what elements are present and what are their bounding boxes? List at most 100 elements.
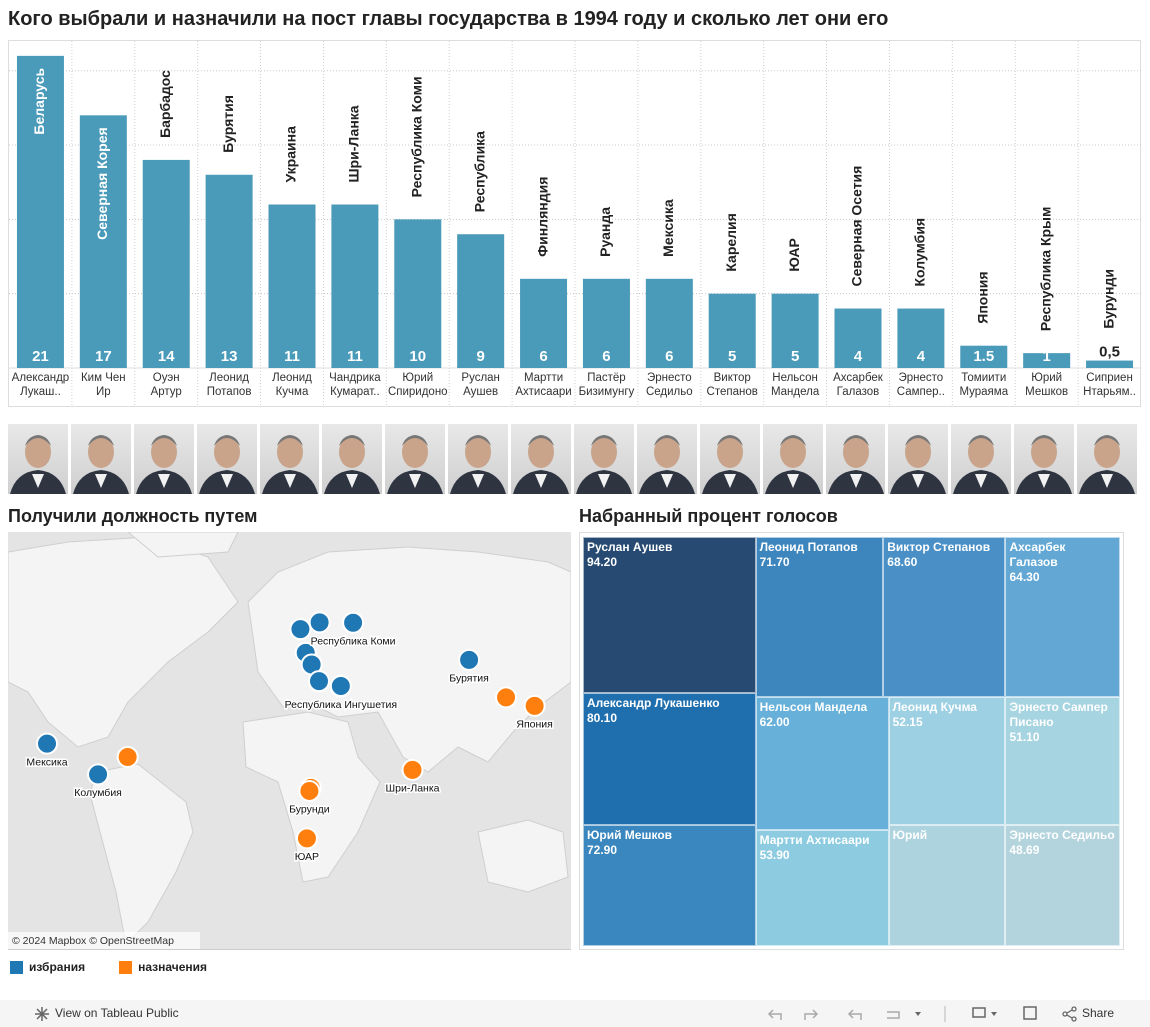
map-label: Япония (516, 719, 552, 731)
bar-label: Бурятия (220, 95, 236, 153)
treemap-value: 64.30 (1009, 570, 1040, 584)
map-point (308, 611, 331, 634)
map-point (495, 686, 518, 709)
portrait (196, 424, 257, 494)
map-label: Республика Коми (311, 636, 396, 648)
x-tick-label: Юрий Мешков (1025, 372, 1069, 398)
treemap-value: 72.90 (587, 843, 618, 858)
treemap-value: 71.70 (759, 555, 790, 569)
map-point (329, 674, 352, 697)
value-label: 10 (409, 348, 426, 365)
portrait-figure (890, 435, 947, 494)
portrait-figure (953, 435, 1010, 494)
treemap-cell: Юрий (888, 824, 1006, 946)
treemap-name: Руслан Аушев (587, 540, 673, 554)
treemap-value: 51.10 (1009, 730, 1040, 745)
treemap-cell: Виктор Степанов 68.60 (883, 537, 1006, 698)
share-button[interactable]: Share (1082, 1006, 1115, 1020)
portrait-figure (827, 435, 884, 494)
map-point (298, 779, 321, 802)
value-label: 5 (728, 348, 736, 365)
map-label: Бурятия (449, 673, 489, 685)
map-point (36, 732, 58, 755)
value-label: 5 (791, 348, 799, 365)
bar (708, 293, 756, 368)
portrait-figure (261, 435, 318, 494)
map-point (295, 827, 318, 850)
value-label: 13 (221, 348, 238, 365)
treemap-value: 62.00 (759, 715, 790, 730)
x-tick-label: Руслан Аушев (461, 372, 500, 398)
x-tick-label: Пастёр Бизимунгу (578, 372, 635, 398)
x-tick-label: Ким Чен Ир (80, 372, 126, 398)
portrait (322, 424, 383, 494)
portrait (1077, 424, 1137, 494)
x-tick-label: Леонид Кучма (272, 372, 312, 398)
bar-frame (8, 40, 1141, 407)
portrait (1014, 424, 1075, 494)
legend-label: избрания (29, 960, 86, 974)
bar (582, 278, 630, 368)
bar-label: Северная Осетия (849, 166, 865, 287)
x-tick-label: Виктор Степанов (706, 372, 758, 398)
value-label: 11 (347, 348, 363, 365)
value-label: 1.5 (973, 348, 994, 365)
treemap-name: Эрнесто Сампер Писано (1009, 700, 1108, 730)
map-label: Шри-Ланка (386, 783, 440, 795)
portrait-figure (387, 435, 444, 494)
x-tick-label: Эрнесто Сампер.. (896, 372, 945, 398)
share-icon (1062, 1006, 1077, 1022)
bar-label: ЮАР (786, 238, 802, 272)
bar-label: Финляндия (534, 177, 550, 257)
x-tick-label: Оуэн Артур (150, 372, 182, 398)
map-point (458, 648, 481, 671)
treemap-cell: Леонид Потапов 71.70 (755, 537, 884, 698)
land (8, 532, 571, 946)
portrait-figure (450, 435, 507, 494)
bar-label: Бурунди (1100, 269, 1116, 329)
value-label: 6 (602, 348, 610, 365)
portrait-figure (1079, 435, 1136, 494)
portrait (762, 424, 823, 494)
bar (268, 204, 316, 368)
treemap-value: 48.69 (1009, 842, 1040, 857)
value-label: 0,5 (1099, 344, 1120, 361)
bar-label: Республика Крым (1037, 207, 1053, 332)
treemap-name: Александр Лукашенко (587, 695, 720, 710)
portrait (8, 424, 68, 494)
legend-item: избрания (10, 960, 85, 974)
portrait (699, 424, 760, 494)
map-label: Республика Ингушетия (285, 699, 398, 711)
portrait-figure (764, 435, 821, 494)
bar-label: Украина (283, 126, 299, 183)
portrait (385, 424, 446, 494)
treemap-cell: Эрнесто Седильо 48.69 (1005, 824, 1120, 946)
treemap-name: Виктор Степанов (887, 540, 991, 554)
portrait (70, 424, 131, 494)
bar-label: Колумбия (912, 218, 928, 287)
map-point (289, 618, 312, 641)
bar-label: Шри-Ланка (346, 105, 362, 182)
treemap-cell: Мартти Ахтисаари 53.90 (755, 830, 889, 946)
portrait (574, 424, 634, 494)
bar (79, 115, 127, 369)
portrait (448, 424, 509, 494)
treemap-cell: Александр Лукашенко 80.10 (583, 692, 756, 826)
bar (645, 278, 693, 368)
legend-swatch (119, 960, 133, 974)
bar-label: Мексика (660, 199, 676, 257)
treemap-cell: Ахсарбек Галазов 64.30 (1005, 537, 1120, 698)
portrait (825, 424, 886, 494)
x-tick-label: Ахсарбек Галазов (833, 372, 883, 398)
view-link[interactable]: View on Tableau Public (55, 1006, 179, 1020)
bar-label: Республика (471, 131, 487, 212)
treemap-value: 94.20 (587, 555, 618, 569)
map-label: Мексика (26, 756, 67, 768)
x-tick-label: Томиити Мураяма (959, 372, 1009, 398)
map-title: Получили должность путем (8, 506, 258, 526)
portrait (888, 424, 949, 494)
treemap-name: Юрий (892, 827, 928, 842)
portrait-row (8, 424, 1142, 494)
map-point (87, 763, 110, 786)
